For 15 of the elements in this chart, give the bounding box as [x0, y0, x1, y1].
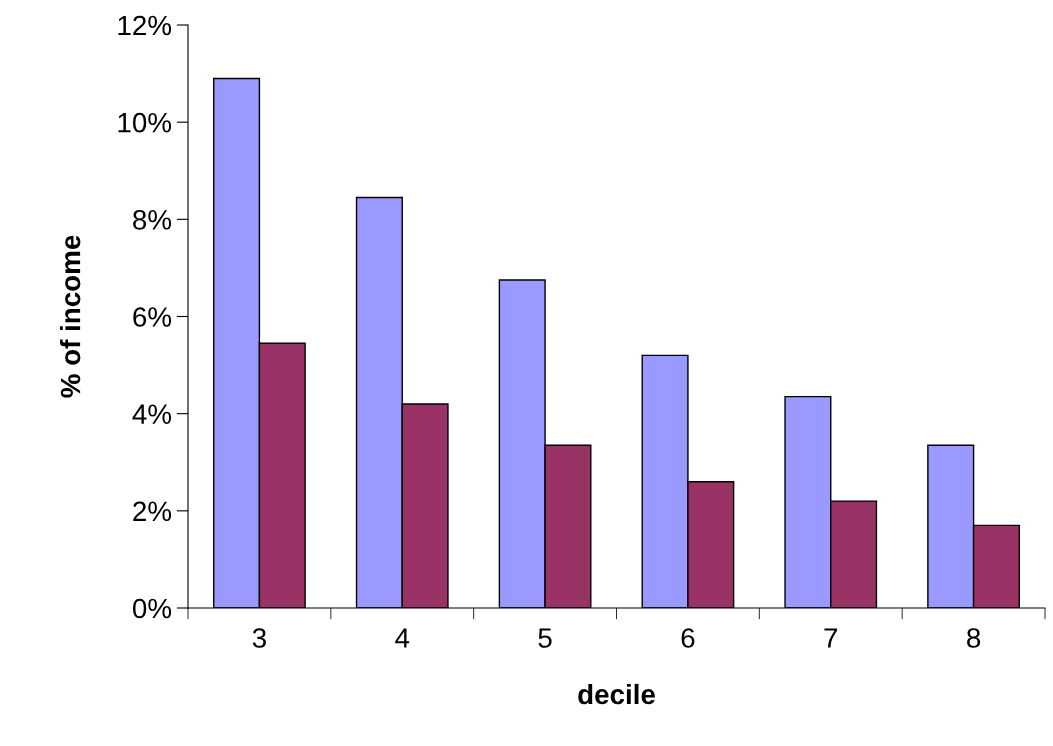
x-axis-title: decile: [578, 683, 655, 705]
y-tick-label: 0%: [132, 598, 172, 619]
y-tick-label: 12%: [118, 15, 172, 36]
x-tick-label: 5: [538, 628, 552, 648]
x-tick-label: 4: [395, 628, 410, 648]
y-tick-label: 8%: [133, 210, 172, 230]
y-axis-title: % of income: [59, 235, 81, 398]
y-tick-label: 2%: [133, 501, 172, 522]
y-tick-label: 4%: [132, 404, 172, 424]
y-tick-label: 6%: [133, 307, 172, 327]
y-tick-label: 10%: [118, 112, 172, 133]
x-tick-label: 6: [681, 628, 695, 648]
x-tick-label: 8: [967, 628, 981, 648]
x-tick-label: 3: [252, 628, 266, 648]
x-tick-label: 7: [824, 628, 838, 648]
